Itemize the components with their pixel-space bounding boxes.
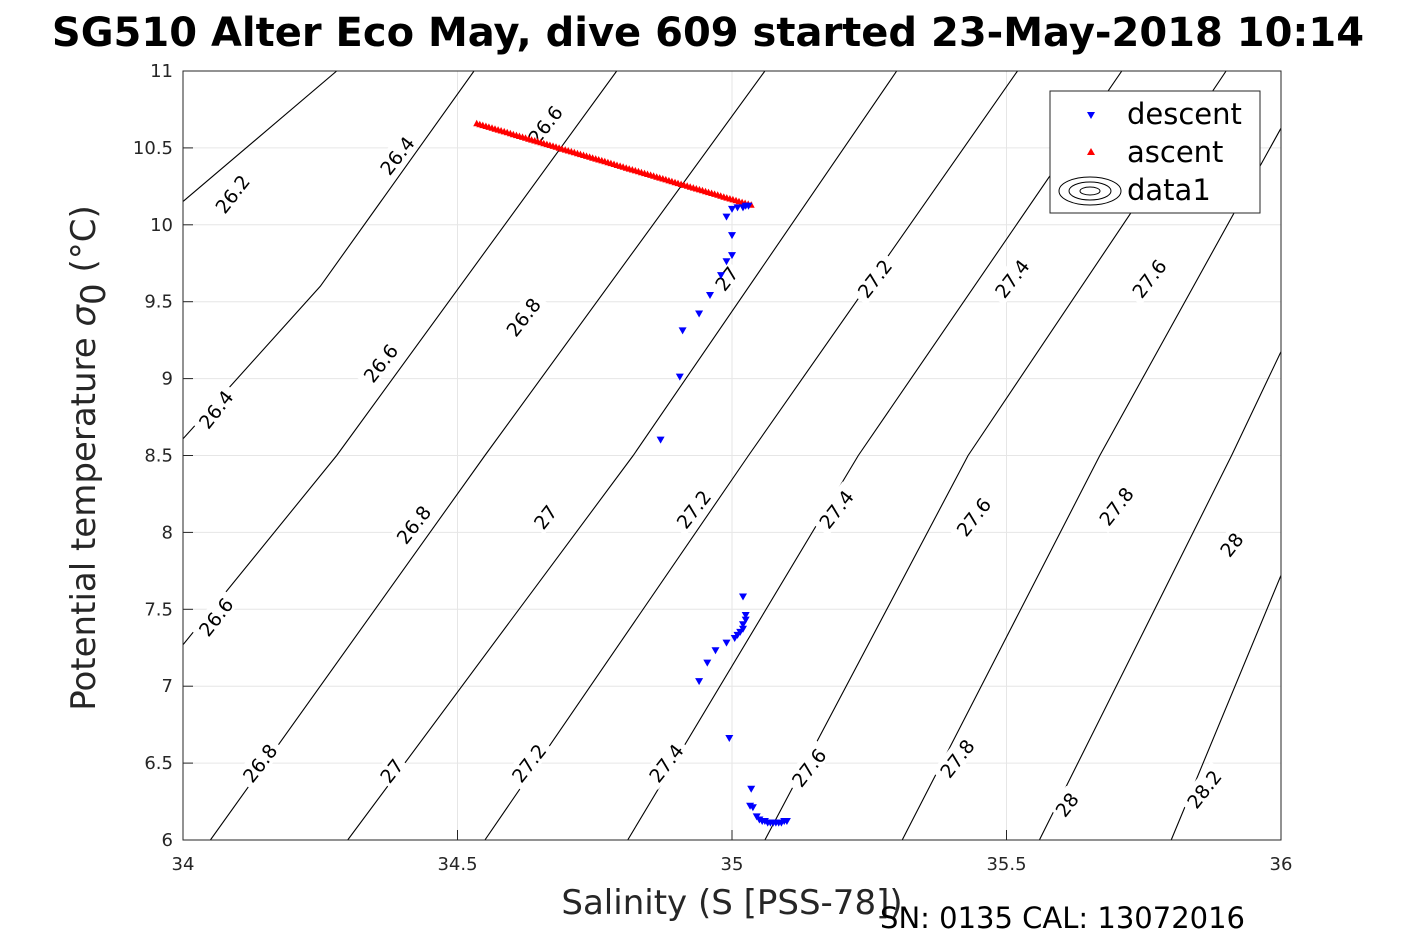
density-contour-line: [209, 71, 766, 840]
contour-label-bg: [497, 289, 548, 344]
contour-label-bg: [986, 250, 1036, 306]
descent-point: [747, 785, 756, 793]
contour-label-bg: [931, 730, 981, 786]
contour-label-bg: [206, 166, 257, 221]
density-contour-line: [183, 71, 338, 203]
legend-descent-marker: [1087, 112, 1095, 119]
serial-calibration-note: SN: 0135 CAL: 13072016: [880, 901, 1245, 935]
descent-point: [741, 616, 750, 624]
descent-point: [730, 635, 739, 642]
descent-point: [695, 678, 704, 686]
y-tick-label: 10: [150, 215, 173, 236]
y-axis-ticks: 6 6.5 7 7.5 8 8.5 9 9.5 10 10.5 11: [133, 61, 193, 851]
density-contour-line: [627, 71, 1123, 840]
contour-label-bg: [526, 498, 563, 535]
contour-label-bg: [783, 739, 833, 795]
legend-ascent-marker: [1087, 148, 1095, 155]
contour-label-bg: [708, 259, 744, 297]
descent-point: [728, 205, 736, 213]
contour-label-bg: [503, 735, 553, 790]
x-tick-label: 35.5: [986, 854, 1026, 875]
y-axis-label-subscript: 0: [74, 283, 114, 305]
descent-point: [728, 252, 736, 260]
descent-point: [722, 213, 731, 221]
density-contour-line: [484, 71, 1018, 840]
contour-label: 26.8: [234, 735, 284, 790]
y-tick-label: 11: [150, 61, 173, 82]
contour-label-bg: [1123, 250, 1174, 306]
descent-point: [678, 327, 687, 335]
contour-label-bg: [640, 735, 690, 790]
x-tick-label: 34: [172, 854, 195, 875]
legend-descent-label: descent: [1127, 97, 1242, 131]
y-tick-label: 7: [162, 676, 173, 697]
y-tick-label: 10.5: [133, 138, 173, 159]
descent-point: [722, 258, 731, 266]
y-axis-label-main: Potential temperature: [64, 327, 104, 711]
x-tick-label: 34.5: [437, 854, 477, 875]
y-tick-label: 7.5: [144, 599, 173, 620]
contour-label-bg: [948, 489, 998, 544]
contour-label-bg: [810, 481, 861, 536]
y-tick-label: 8.5: [144, 446, 173, 467]
descent-point: [739, 621, 747, 629]
descent-series: [656, 202, 791, 827]
descent-point: [711, 647, 720, 655]
descent-point: [739, 593, 747, 601]
contour-label-bg: [371, 127, 421, 183]
contour-label-bg: [190, 381, 240, 437]
contour-label-bg: [849, 250, 899, 306]
descent-point: [695, 310, 704, 318]
contour-label-bg: [388, 496, 438, 552]
x-axis-ticks: 34 34.5 35 35.5 36: [172, 830, 1293, 875]
y-tick-label: 9: [162, 369, 173, 390]
contour-label-bg: [234, 735, 284, 790]
legend-ascent-label: ascent: [1127, 135, 1223, 169]
y-tick-label: 9.5: [144, 292, 173, 313]
descent-point: [722, 639, 731, 647]
legend-box: [1049, 90, 1261, 214]
contour-label-bg: [190, 589, 240, 644]
contour-label-bg: [1213, 525, 1249, 563]
density-contour-line: [1038, 350, 1281, 840]
ascent-series: [473, 119, 755, 208]
contour-label-bg: [373, 751, 409, 789]
y-tick-label: 8: [162, 522, 173, 543]
y-tick-label: 6: [162, 830, 173, 851]
descent-point: [725, 735, 734, 742]
density-contour-line: [347, 71, 898, 840]
contour-label-bg: [1048, 785, 1084, 823]
descent-point: [739, 204, 747, 212]
legend-contour-icon: [1058, 176, 1122, 206]
descent-point: [782, 818, 791, 825]
legend: descent ascent data1: [1049, 90, 1261, 214]
descent-point: [741, 612, 750, 619]
contour-label-bg: [1090, 478, 1141, 533]
descent-point: [728, 232, 736, 240]
descent-point: [748, 804, 757, 812]
descent-point: [706, 292, 714, 299]
contour-label-bg: [668, 481, 718, 536]
descent-point: [656, 436, 665, 444]
x-tick-label: 35: [721, 854, 744, 875]
chart-title: SG510 Alter Eco May, dive 609 started 23…: [52, 10, 1364, 56]
x-axis-label: Salinity (S [PSS-78]): [561, 883, 902, 923]
legend-data1-label: data1: [1127, 173, 1211, 207]
x-tick-label: 36: [1270, 854, 1293, 875]
y-axis-label-unit: (°C): [64, 205, 104, 283]
y-tick-label: 6.5: [144, 753, 173, 774]
y-axis-label-sigma: σ: [64, 304, 104, 327]
contour-label-bg: [355, 335, 405, 390]
descent-point: [675, 373, 684, 381]
contour-label-bg: [1178, 761, 1228, 816]
y-axis-label: Potential temperature σ0 (°C): [64, 205, 114, 711]
descent-point: [703, 659, 712, 667]
descent-point: [717, 272, 725, 280]
